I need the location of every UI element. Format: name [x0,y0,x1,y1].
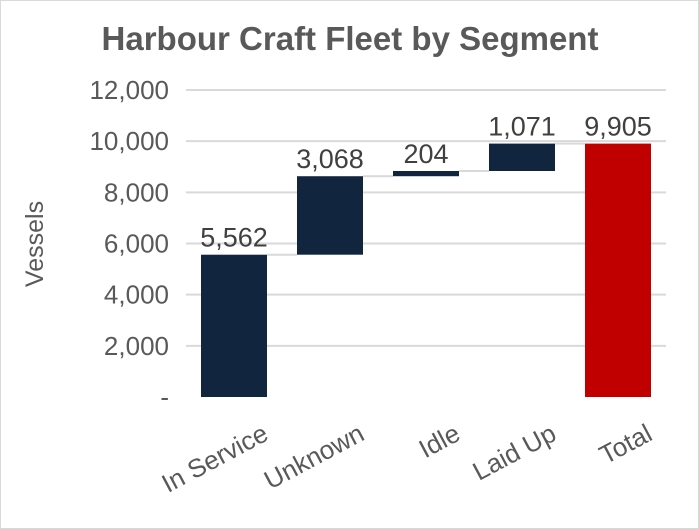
chart-title: Harbour Craft Fleet by Segment [102,20,599,57]
y-tick-label: 10,000 [89,126,169,156]
data-label: 1,071 [488,112,556,142]
data-label: 9,905 [584,112,652,142]
data-label: 5,562 [200,223,268,253]
category-label: Laid Up [468,418,561,487]
category-label: Total [594,418,657,470]
bar-in-service [201,254,267,397]
bar-idle [393,170,459,177]
y-tick-label: 2,000 [104,331,169,361]
data-label: 204 [403,139,448,169]
bar-laid-up [489,143,555,171]
y-tick-label: 4,000 [104,280,169,310]
bar-unknown [297,176,363,255]
category-label: In Service [157,418,273,499]
category-label: Idle [414,418,465,464]
y-tick-label: 12,000 [89,75,169,105]
y-tick-label: 8,000 [104,177,169,207]
y-tick-label: - [160,382,169,412]
bar-total [585,143,651,397]
y-axis-label: Vessels [21,201,49,287]
data-label: 3,068 [296,144,364,174]
y-tick-label: 6,000 [104,229,169,259]
category-label: Unknown [259,418,369,495]
